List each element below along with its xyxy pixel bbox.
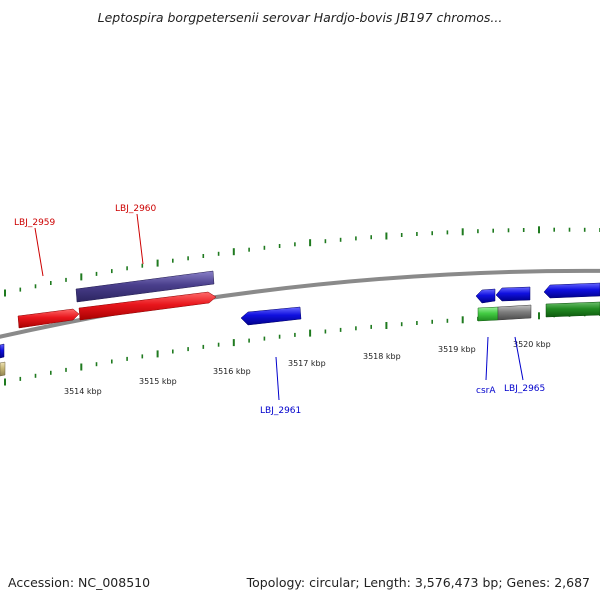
leader-LBJ_2965: [514, 336, 524, 381]
gene-purple-block[interactable]: [75, 270, 215, 303]
gene-csrA[interactable]: [475, 288, 496, 304]
scale-label: 3517 kbp: [288, 359, 326, 368]
inner-tick-track: [4, 312, 600, 386]
gene-blue-left-edge[interactable]: [0, 343, 5, 359]
leader-csrA: [485, 336, 489, 381]
label-LBJ_2965[interactable]: LBJ_2965: [504, 384, 545, 394]
label-LBJ_2961[interactable]: LBJ_2961: [260, 406, 301, 416]
gene-green-light[interactable]: [477, 306, 499, 322]
accession-text: Accession: NC_008510: [8, 575, 151, 590]
label-LBJ_2960[interactable]: LBJ_2960: [115, 204, 157, 214]
leader-LBJ_2961: [275, 356, 280, 401]
gene-LBJ_2965[interactable]: [495, 286, 531, 302]
gene-LBJ_2960[interactable]: [78, 291, 217, 321]
map-title: Leptospira borgpetersenii serovar Hardjo…: [97, 10, 503, 25]
scale-label: 3519 kbp: [438, 345, 476, 354]
scale-label: 3518 kbp: [363, 352, 401, 361]
genome-backbone: [0, 268, 600, 339]
genome-summary-text: Topology: circular; Length: 3,576,473 bp…: [246, 575, 590, 590]
scale-label: 3515 kbp: [139, 377, 177, 386]
outer-tick-track: [4, 226, 600, 297]
gene-tan-left-edge[interactable]: [0, 361, 6, 377]
gene-gray[interactable]: [497, 304, 532, 321]
scale-label: 3514 kbp: [64, 387, 102, 396]
gene-green-dark[interactable]: [545, 301, 600, 318]
gene-LBJ_2961[interactable]: [240, 306, 302, 326]
gene-LBJ_2959[interactable]: [17, 308, 80, 329]
gene-blue-right[interactable]: [543, 282, 600, 299]
label-LBJ_2959[interactable]: LBJ_2959: [14, 218, 56, 228]
scale-label: 3520 kbp: [513, 340, 551, 349]
label-csrA[interactable]: csrA: [476, 386, 496, 396]
leader-LBJ_2960: [136, 213, 144, 265]
scale-label: 3516 kbp: [213, 367, 251, 376]
scale-labels: 3514 kbp 3515 kbp 3516 kbp 3517 kbp 3518…: [64, 340, 551, 396]
leader-LBJ_2959: [34, 227, 44, 277]
